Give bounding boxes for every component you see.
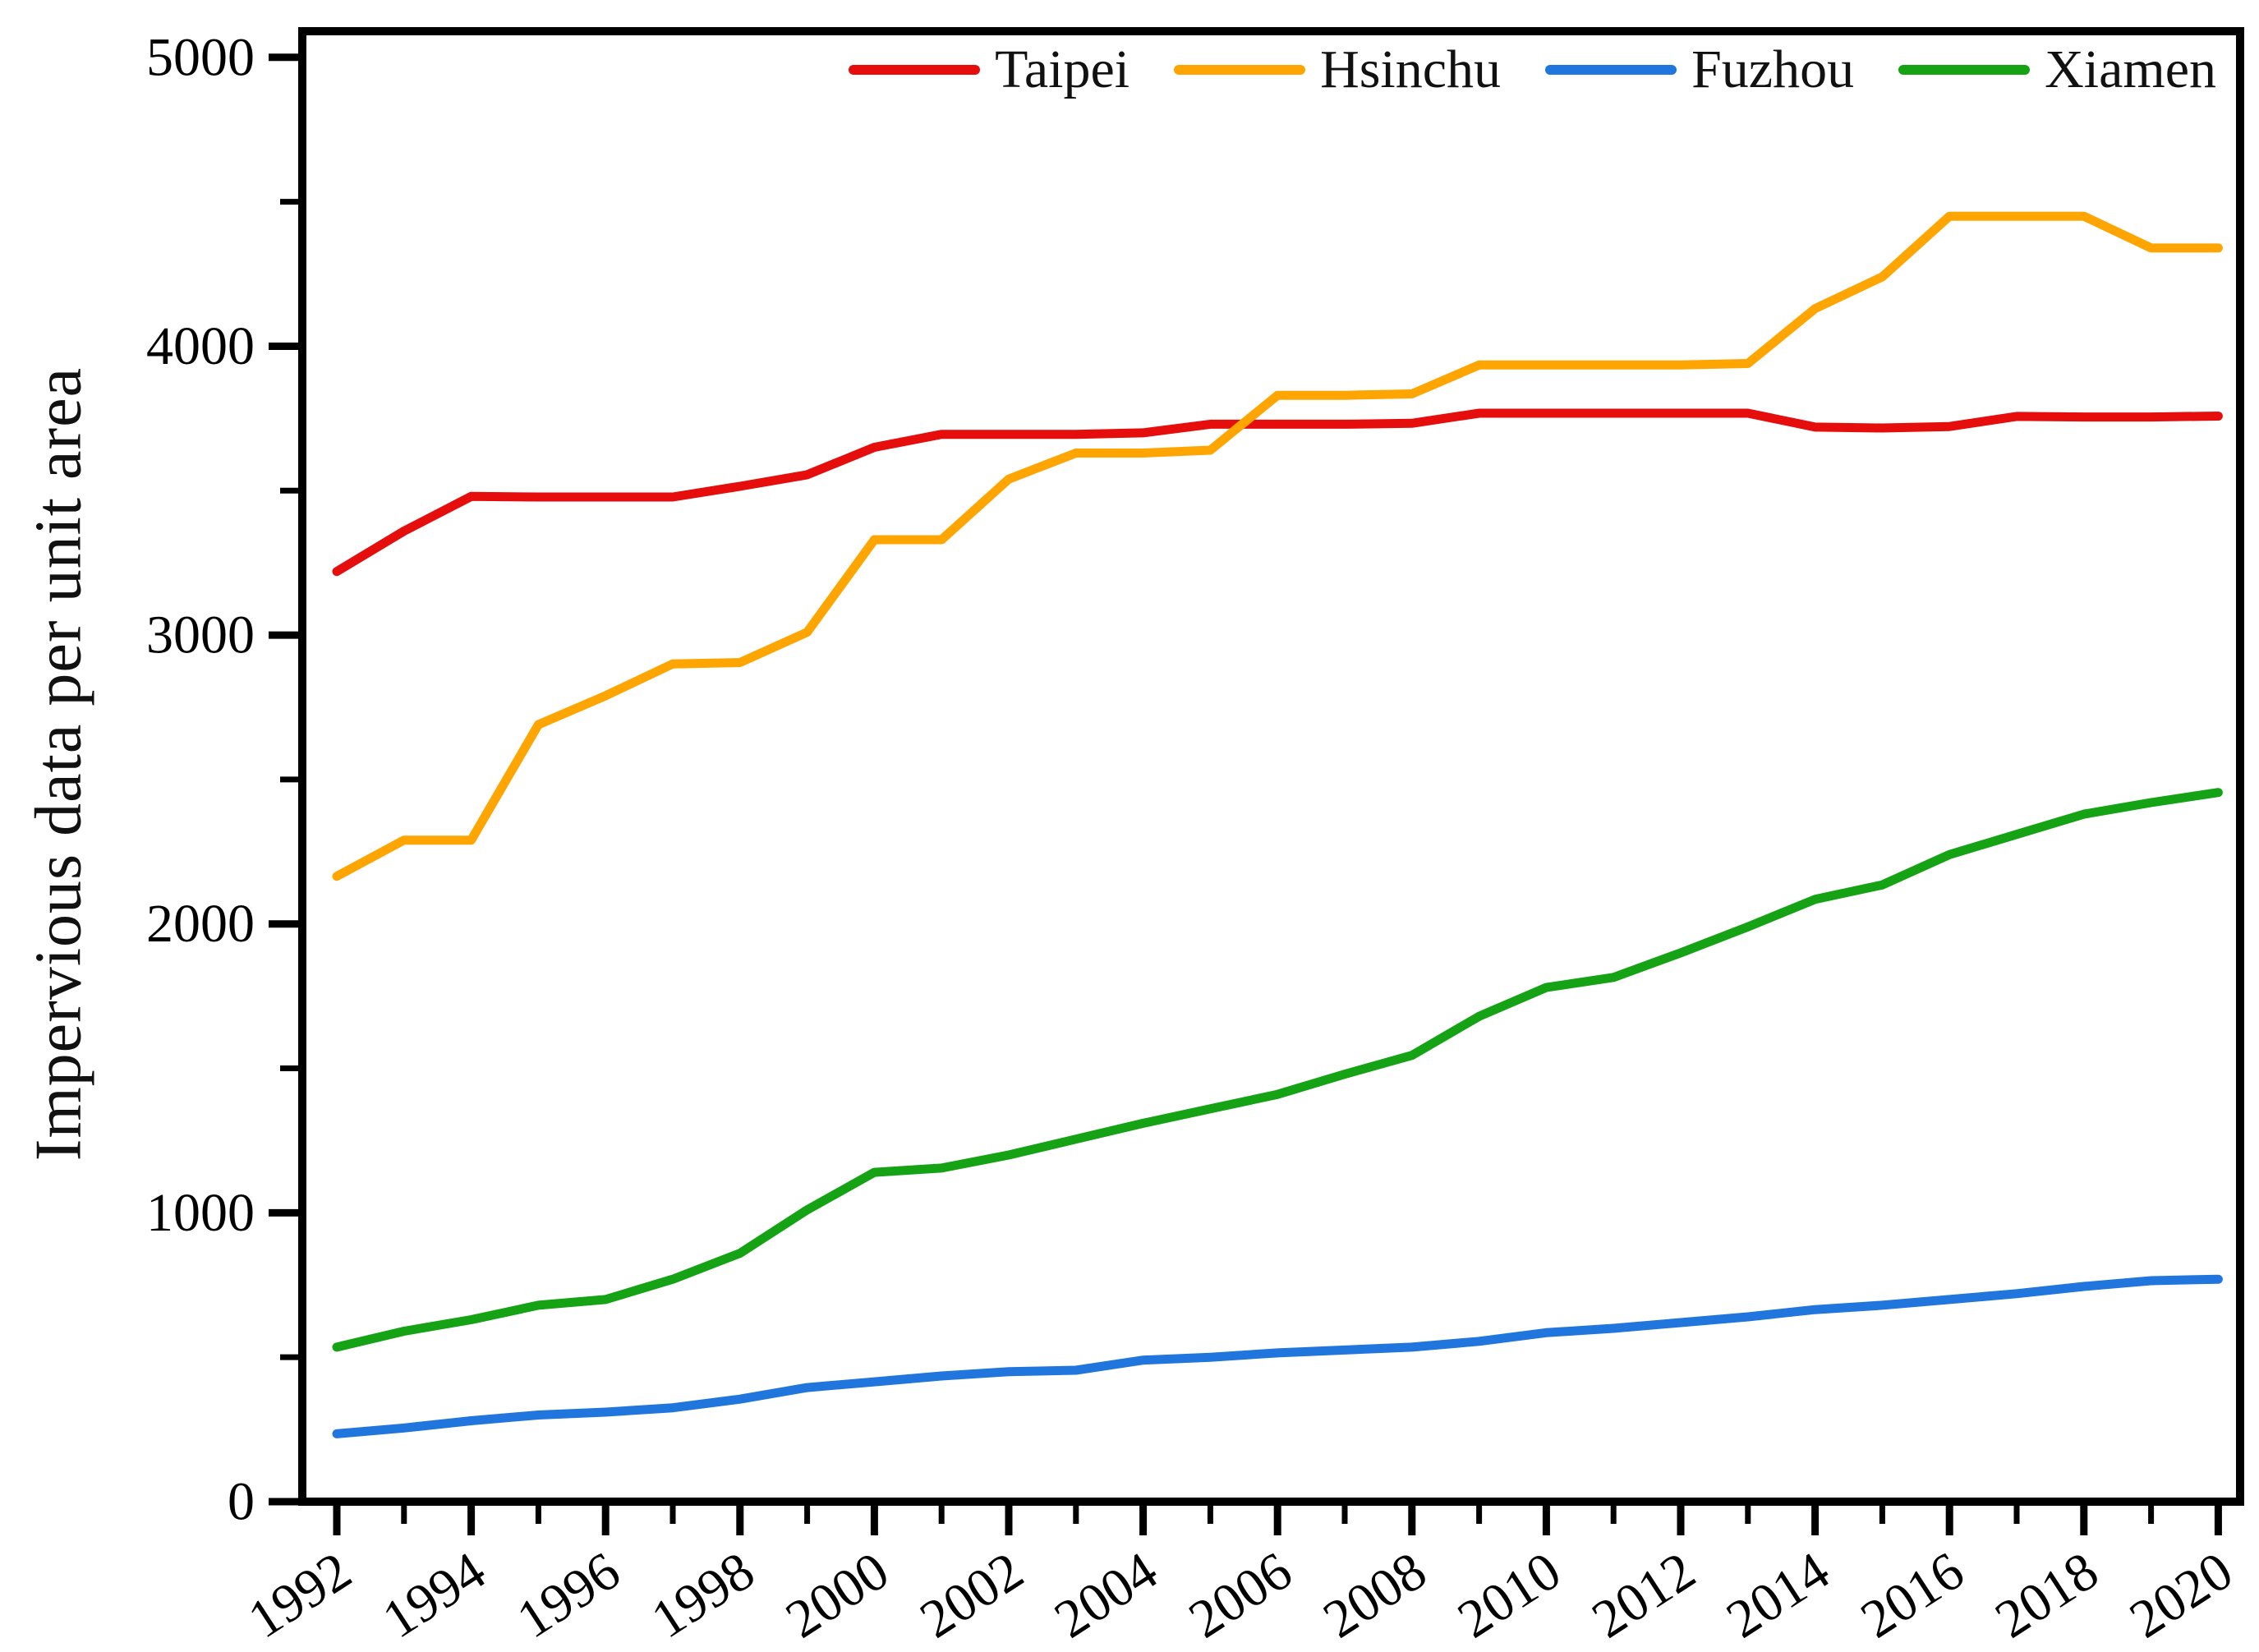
series-line-fuzhou — [332, 1274, 2223, 1438]
series-line-hsinchu — [332, 211, 2223, 881]
y-tick-label: 5000 — [146, 27, 255, 87]
legend-label: Xiamen — [2045, 39, 2216, 99]
x-tick-label: 2012 — [1582, 1540, 1705, 1650]
y-tick-label: 1000 — [146, 1183, 255, 1243]
legend-swatch-hsinchu — [1174, 65, 1306, 75]
x-tick-label: 2016 — [1851, 1540, 1974, 1650]
legend: Taipei Hsinchu Fuzhou Xiamen — [849, 43, 2216, 97]
legend-item-fuzhou: Fuzhou — [1545, 43, 1854, 97]
x-tick-label: 2008 — [1314, 1540, 1437, 1650]
series-line-taipei — [332, 408, 2223, 577]
legend-item-xiamen: Xiamen — [1898, 43, 2216, 97]
y-tick-label: 0 — [228, 1472, 255, 1532]
legend-item-taipei: Taipei — [849, 43, 1130, 97]
legend-label: Taipei — [995, 39, 1130, 99]
legend-swatch-xiamen — [1898, 65, 2031, 75]
legend-label: Fuzhou — [1691, 39, 1855, 99]
legend-item-hsinchu: Hsinchu — [1174, 43, 1501, 97]
legend-swatch-taipei — [849, 65, 981, 75]
y-axis-title: Impervious data per unit area — [22, 366, 95, 1162]
y-tick-label: 3000 — [146, 605, 255, 665]
x-tick-label: 2002 — [910, 1540, 1033, 1650]
x-tick-label: 2000 — [775, 1540, 899, 1650]
plot-frame — [298, 27, 2244, 1506]
y-tick-label: 4000 — [146, 316, 255, 376]
x-tick-label: 2018 — [1985, 1540, 2109, 1650]
x-tick-label: 2004 — [1044, 1540, 1167, 1650]
x-tick-label: 1994 — [372, 1540, 495, 1650]
legend-label: Hsinchu — [1320, 39, 1502, 99]
y-tick-label: 2000 — [146, 894, 255, 954]
x-tick-label: 2020 — [2119, 1540, 2243, 1650]
x-tick-label: 2014 — [1716, 1540, 1839, 1650]
legend-swatch-fuzhou — [1545, 65, 1677, 75]
x-tick-label: 1998 — [642, 1540, 765, 1650]
series-line-xiamen — [332, 788, 2223, 1352]
x-tick-label: 2010 — [1447, 1540, 1571, 1650]
x-tick-label: 1992 — [238, 1540, 361, 1650]
x-tick-label: 2006 — [1179, 1540, 1302, 1650]
x-tick-label: 1996 — [507, 1540, 630, 1650]
